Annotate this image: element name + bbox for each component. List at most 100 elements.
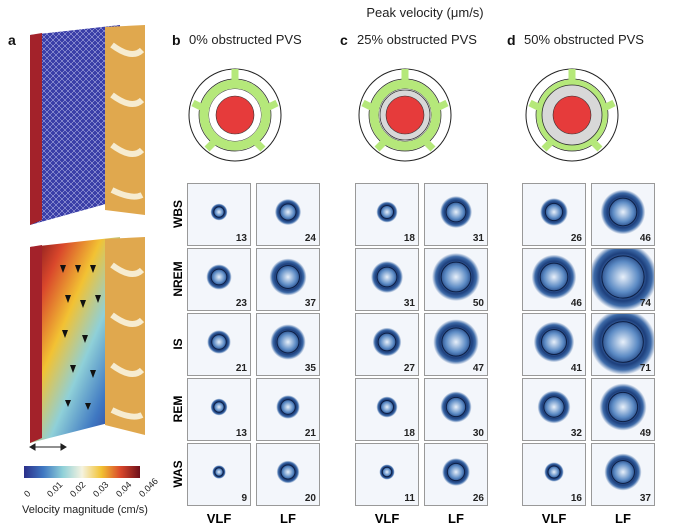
velocity-ring <box>600 189 646 235</box>
velocity-ring <box>276 460 300 484</box>
colorbar-tick-label: 0.03 <box>91 479 111 500</box>
artery <box>385 95 425 135</box>
peak-velocity-value: 37 <box>639 493 651 504</box>
row-label: REM <box>171 395 185 423</box>
peak-velocity-value: 23 <box>235 298 247 309</box>
peak-velocity-value: 35 <box>304 363 316 374</box>
velocity-cell: 47 <box>424 313 488 376</box>
velocity-ring <box>376 396 398 418</box>
artery <box>215 95 255 135</box>
peak-velocity-value: 46 <box>639 233 651 244</box>
velocity-cell: 37 <box>256 248 320 311</box>
colorbar-tick-label: 0.02 <box>68 479 88 500</box>
colorbar-tick-label: 0.046 <box>137 476 161 500</box>
colorbar-label: Velocity magnitude (cm/s) <box>22 504 148 516</box>
velocity-ring <box>270 324 306 360</box>
velocity-cell: 26 <box>424 443 488 506</box>
peak-velocity-value: 37 <box>304 298 316 309</box>
velocity-ring <box>537 390 571 424</box>
velocity-ring <box>540 198 568 226</box>
velocity-ring <box>210 203 228 221</box>
velocity-ring <box>439 195 473 229</box>
velocity-cell: 46 <box>591 183 655 246</box>
velocity-cell: 30 <box>424 378 488 441</box>
panel-title: 0% obstructed PVS <box>189 32 302 47</box>
peak-velocity-value: 18 <box>403 233 415 244</box>
column-label: LF <box>280 511 296 526</box>
velocity-cell: 24 <box>256 183 320 246</box>
column-label: VLF <box>206 511 232 526</box>
velocity-cell: 18 <box>355 378 419 441</box>
peak-velocity-value: 74 <box>639 298 651 309</box>
velocity-ring <box>372 327 402 357</box>
brain-tissue-3d-render <box>30 25 145 443</box>
velocity-ring <box>207 330 231 354</box>
velocity-ring <box>533 321 575 363</box>
peak-velocity-value: 26 <box>472 493 484 504</box>
peak-velocity-value: 47 <box>472 363 484 374</box>
velocity-ring <box>370 260 404 294</box>
panel-a-label: a <box>8 32 16 48</box>
peak-velocity-value: 41 <box>570 363 582 374</box>
velocity-cell: 49 <box>591 378 655 441</box>
peak-velocity-value: 13 <box>235 233 247 244</box>
velocity-ring <box>269 258 307 296</box>
velocity-ring <box>440 391 472 423</box>
velocity-ring <box>432 253 480 301</box>
peak-velocity-value: 50 <box>472 298 484 309</box>
column-label: LF <box>448 511 464 526</box>
velocity-ring <box>212 465 226 479</box>
velocity-ring <box>442 458 470 486</box>
peak-velocity-value: 21 <box>235 363 247 374</box>
velocity-ring <box>206 264 232 290</box>
panel-title: 50% obstructed PVS <box>524 32 644 47</box>
panel-title: 25% obstructed PVS <box>357 32 477 47</box>
velocity-cell: 50 <box>424 248 488 311</box>
velocity-cell: 27 <box>355 313 419 376</box>
peak-velocity-value: 21 <box>304 428 316 439</box>
velocity-cell: 23 <box>187 248 251 311</box>
velocity-cell: 31 <box>355 248 419 311</box>
velocity-cell: 31 <box>424 183 488 246</box>
velocity-cell: 13 <box>187 378 251 441</box>
peak-velocity-value: 32 <box>570 428 582 439</box>
scale-arrow-icon <box>29 443 67 451</box>
velocity-cell: 16 <box>522 443 586 506</box>
velocity-ring <box>531 254 577 300</box>
colorbar-tick-label: 0.01 <box>45 479 65 500</box>
velocity-cell: 71 <box>591 313 655 376</box>
velocity-ring <box>379 464 395 480</box>
velocity-ring <box>276 395 300 419</box>
peak-velocity-value: 71 <box>639 363 651 374</box>
pvs-network <box>361 69 449 152</box>
column-label: LF <box>615 511 631 526</box>
row-label: IS <box>171 338 185 350</box>
velocity-ring <box>604 453 642 491</box>
row-label: NREM <box>171 261 185 297</box>
panel-label: d <box>507 32 516 48</box>
peak-velocity-value: 31 <box>472 233 484 244</box>
velocity-cell: 35 <box>256 313 320 376</box>
pvs-cross-section-schematic <box>188 68 282 162</box>
velocity-block <box>30 237 145 443</box>
peak-velocity-value: 30 <box>472 428 484 439</box>
velocity-cell: 21 <box>256 378 320 441</box>
peak-velocity-value: 18 <box>403 428 415 439</box>
peak-velocity-value: 9 <box>241 493 247 504</box>
velocity-cell: 11 <box>355 443 419 506</box>
velocity-cell: 26 <box>522 183 586 246</box>
peak-velocity-value: 11 <box>404 493 415 504</box>
artery <box>552 95 592 135</box>
pvs-cross-section-schematic <box>525 68 619 162</box>
peak-velocity-value: 31 <box>403 298 415 309</box>
velocity-cell: 20 <box>256 443 320 506</box>
velocity-ring <box>592 249 654 310</box>
row-label: WBS <box>171 200 185 228</box>
peak-velocity-value: 20 <box>304 493 316 504</box>
row-label: WAS <box>171 460 185 488</box>
velocity-cell: 18 <box>355 183 419 246</box>
peak-velocity-value: 49 <box>639 428 651 439</box>
panel-label: c <box>340 32 348 48</box>
velocity-cell: 13 <box>187 183 251 246</box>
